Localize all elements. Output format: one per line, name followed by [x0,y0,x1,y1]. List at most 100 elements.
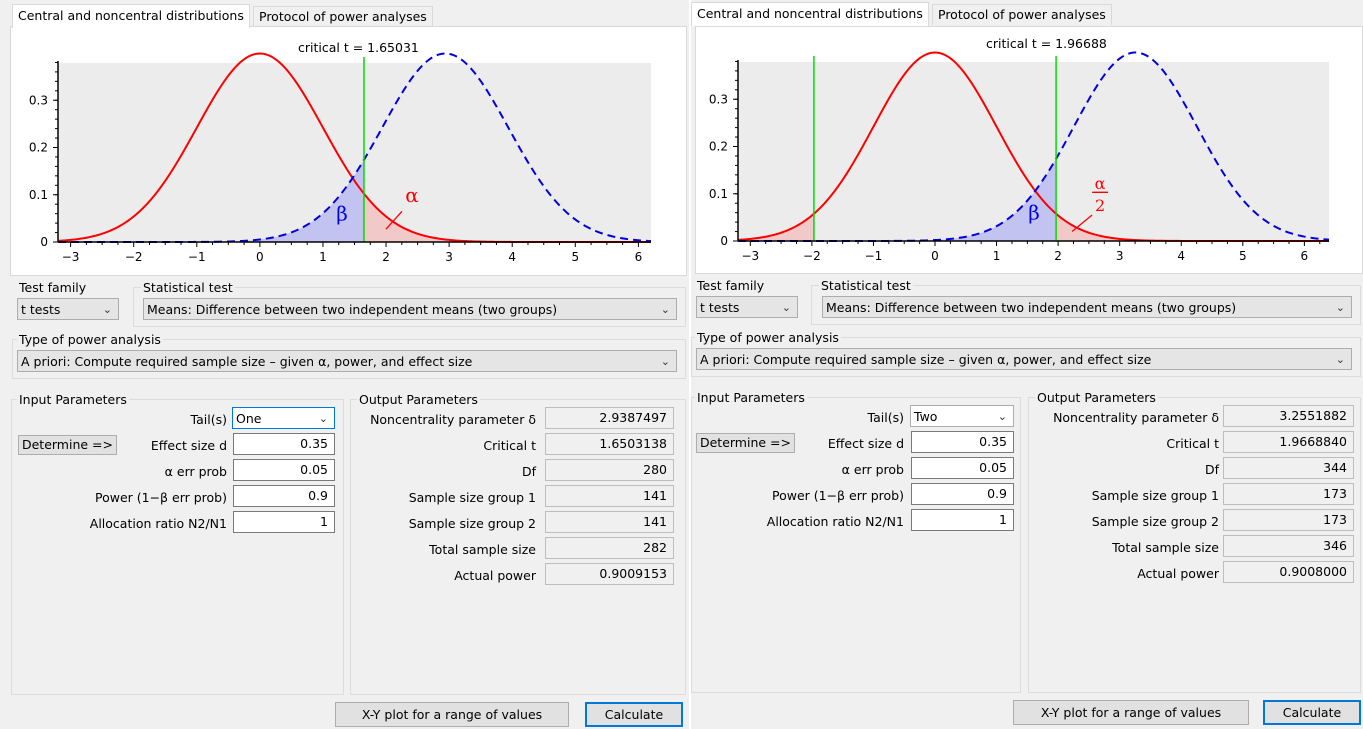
tab-protocol[interactable]: Protocol of power analyses [932,4,1112,25]
x-tick-label: 4 [508,250,516,264]
tails-select[interactable]: One ⌄ [232,407,335,429]
analysis-type-label: Type of power analysis [695,330,841,345]
test-family-value: t tests [21,302,61,317]
alpha-area-left [738,213,814,241]
power-analysis-panel-right: Central and noncentral distributions Pro… [691,0,1363,729]
y-tick-label: 0.1 [709,187,728,201]
y-tick-label: 0.2 [29,141,48,155]
analysis-type-select[interactable]: A priori: Compute required sample size –… [696,348,1352,370]
xy-plot-button[interactable]: X-Y plot for a range of values [335,702,569,727]
noncentrality-output: 2.9387497 [545,407,674,429]
tails-select[interactable]: Two ⌄ [910,405,1014,427]
allocation-ratio-input[interactable]: 1 [911,509,1014,531]
statistical-test-value: Means: Difference between two independen… [826,300,1237,315]
test-family-select[interactable]: t tests ⌄ [17,298,119,320]
alpha-label: α err prob [164,464,227,479]
total-sample-size-label: Total sample size [1112,540,1219,555]
actual-power-label: Actual power [1137,566,1219,581]
analysis-type-value: A priori: Compute required sample size –… [21,354,473,369]
statistical-test-value: Means: Difference between two independen… [147,302,558,317]
statistical-test-group [133,287,686,327]
x-tick-label: 3 [1116,249,1124,263]
y-tick-label: 0.2 [709,140,728,154]
alpha-label: α [1095,174,1106,193]
power-input[interactable]: 0.9 [233,485,335,507]
power-analysis-panel-left: Central and noncentral distributions Pro… [10,4,687,727]
sample-size-1-label: Sample size group 1 [408,490,536,505]
chevron-down-icon: ⌄ [102,303,112,316]
chevron-down-icon: ⌄ [1335,301,1345,314]
tab-distributions[interactable]: Central and noncentral distributions [12,4,250,28]
beta-label: β [1028,201,1040,225]
x-tick-label: −3 [62,250,80,264]
alpha-input[interactable]: 0.05 [233,459,335,481]
input-parameters-group [11,399,344,695]
analysis-type-value: A priori: Compute required sample size –… [700,352,1152,367]
actual-power-label: Actual power [454,568,536,583]
output-parameters-group [350,399,686,695]
determine-button[interactable]: Determine => [696,433,795,453]
analysis-type-label: Type of power analysis [17,332,163,347]
tails-value: Two [914,409,938,424]
tails-value: One [236,411,262,426]
calculate-button[interactable]: Calculate [1263,700,1361,725]
y-tick-label: 0 [720,234,728,248]
sample-size-2-output: 173 [1223,509,1354,531]
total-sample-size-label: Total sample size [429,542,536,557]
distribution-chart: −3 −2 −1 0 1 2 3 4 5 6 0 0.1 0.2 0.3 β α 2 [709,51,1330,263]
sample-size-2-label: Sample size group 2 [1091,514,1219,529]
x-tick-label: 1 [993,249,1001,263]
test-family-select[interactable]: t tests ⌄ [696,296,798,318]
power-label: Power (1−β err prob) [771,488,904,503]
effect-size-input[interactable]: 0.35 [233,433,335,455]
df-label: Df [1204,462,1219,477]
chevron-down-icon: ⌄ [660,303,670,316]
power-input[interactable]: 0.9 [911,483,1014,505]
xy-plot-button[interactable]: X-Y plot for a range of values [1013,700,1249,725]
x-tick-label: 4 [1177,249,1185,263]
x-tick-label: 2 [1054,249,1062,263]
analysis-type-select[interactable]: A priori: Compute required sample size –… [17,350,677,372]
actual-power-output: 0.9008000 [1223,561,1354,583]
effect-size-input[interactable]: 0.35 [911,431,1014,453]
output-parameters-title: Output Parameters [1035,390,1158,405]
alpha-input[interactable]: 0.05 [911,457,1014,479]
allocation-ratio-label: Allocation ratio N2/N1 [89,516,227,531]
chevron-down-icon: ⌄ [997,410,1007,423]
x-tick-label: 2 [382,250,390,264]
output-parameters-group [1028,397,1361,693]
calculate-button[interactable]: Calculate [585,702,683,727]
critical-t-output-label: Critical t [1166,436,1219,451]
distribution-chart: −3 −2 −1 0 1 2 3 4 5 6 0 0.1 0.2 0.3 β α [29,52,652,264]
allocation-ratio-label: Allocation ratio N2/N1 [766,514,904,529]
output-parameters-title: Output Parameters [357,392,480,407]
statistical-test-select[interactable]: Means: Difference between two independen… [143,298,677,320]
tab-protocol[interactable]: Protocol of power analyses [253,6,433,27]
critical-t-label: critical t = 1.65031 [298,40,419,55]
statistical-test-select[interactable]: Means: Difference between two independen… [822,296,1352,318]
statistical-test-label: Statistical test [141,280,235,295]
x-tick-label: 5 [1239,249,1247,263]
x-tick-label: 0 [256,250,264,264]
statistical-test-label: Statistical test [819,278,913,293]
alpha-label: α err prob [841,462,904,477]
test-family-label: Test family [697,278,765,293]
sample-size-1-output: 141 [545,485,674,507]
chevron-down-icon: ⌄ [318,412,328,425]
determine-button[interactable]: Determine => [18,435,117,455]
df-output: 280 [545,459,674,481]
critical-t-output: 1.9668840 [1223,431,1354,453]
x-tick-label: −2 [125,250,143,264]
input-parameters-group [691,397,1021,693]
tab-distributions[interactable]: Central and noncentral distributions [691,2,929,26]
noncentrality-output: 3.2551882 [1223,405,1354,427]
df-label: Df [521,464,536,479]
tails-label: Tail(s) [867,410,904,425]
beta-area [738,158,1057,241]
allocation-ratio-input[interactable]: 1 [233,511,335,533]
tails-label: Tail(s) [190,412,227,427]
noncentrality-label: Noncentrality parameter δ [1053,410,1219,425]
sample-size-2-label: Sample size group 2 [408,516,536,531]
x-tick-label: −1 [865,249,883,263]
critical-t-output-label: Critical t [483,438,536,453]
